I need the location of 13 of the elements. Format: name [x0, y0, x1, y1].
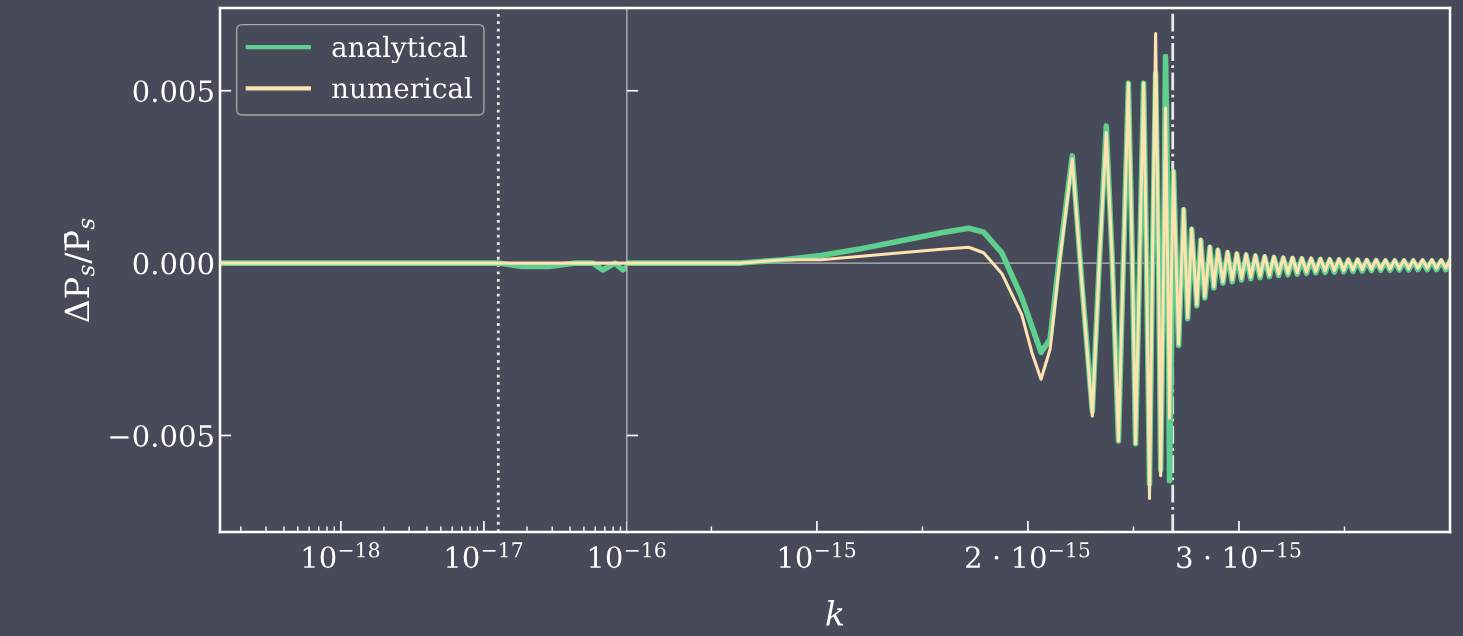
- x-tick-label: 10$^{−15}$: [779, 542, 856, 569]
- legend-label: numerical: [332, 76, 473, 99]
- x-tick-label: 3 · 10$^{−15}$: [1177, 542, 1301, 569]
- y-tick-label: 0.000: [133, 252, 214, 275]
- y-tick-label: −0.005: [110, 424, 213, 447]
- x-tick-label: 10$^{−16}$: [589, 542, 666, 569]
- x-tick-label: 10$^{−18}$: [303, 542, 380, 569]
- y-tick-label: 0.005: [133, 80, 213, 103]
- legend-label: analytical: [332, 35, 467, 64]
- y-axis-title: ΔP$_{s}$/P̄$_{s}$: [64, 218, 95, 323]
- x-axis-title: k: [826, 600, 844, 626]
- x-tick-label: 2 · 10$^{−15}$: [966, 542, 1090, 569]
- x-tick-label: 10$^{−17}$: [446, 542, 523, 569]
